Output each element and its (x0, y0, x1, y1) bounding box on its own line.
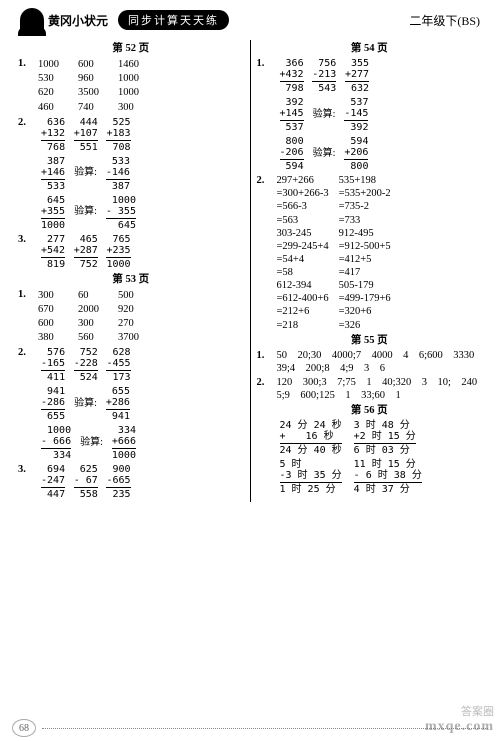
q2-p55: 2. 120 300;3 7;75 1 40;320 3 10; 240 5;9… (257, 376, 483, 402)
calc: 5 时-3 时 35 分1 时 25 分 (280, 459, 342, 495)
calc: 355+277632 (345, 58, 369, 94)
logo-area: 黄冈小状元 同步计算天天练 (20, 8, 229, 32)
check-label: 验算: (74, 206, 97, 219)
calc: 756-213543 (312, 58, 336, 94)
content-area: 第 52 页 1. 10006001460 5309601000 6203500… (0, 36, 500, 502)
q2-p53: 2. 576-165411 752-228524 628-455173 (18, 346, 244, 384)
calc: 941-286655 (41, 386, 65, 422)
q2b2-p53: 1000- 666334 验算: 334+6661000 (18, 424, 244, 462)
calc: 594+206800 (344, 136, 368, 172)
page-title: 第 53 页 (18, 273, 244, 286)
calc: 334+6661000 (112, 425, 136, 461)
r1-p56: 24 分 24 秒+ 16 秒24 分 40 秒 3 时 48 分+2 时 15… (257, 419, 483, 457)
calc: 694-247447 (41, 464, 65, 500)
check-label: 验算: (313, 148, 336, 161)
calc: 392+145537 (280, 97, 304, 133)
calc: 900-665235 (106, 464, 130, 500)
grade-label: 二年级下(BS) (409, 12, 480, 29)
calc: 765+2351000 (106, 234, 130, 270)
check-label: 验算: (74, 167, 97, 180)
q2b-p53: 941-286655 验算: 655+286941 (18, 385, 244, 423)
q-label: 1. (18, 57, 32, 70)
calc: 645+3551000 (41, 195, 65, 231)
calc: 387+146533 (41, 156, 65, 192)
footer-dots (42, 728, 488, 729)
calc: 636+132768 (41, 117, 65, 153)
calc: 24 分 24 秒+ 16 秒24 分 40 秒 (280, 420, 342, 456)
calc: 625- 67558 (74, 464, 98, 500)
right-column: 第 54 页 1. 366+432798 756-213543 355+2776… (251, 40, 489, 502)
calc: 277+542819 (41, 234, 65, 270)
q1-p53: 1. 30060500 6702000920 600300270 3805603… (18, 288, 244, 346)
calc: 537-145392 (344, 97, 368, 133)
page-title: 第 54 页 (257, 42, 483, 55)
page-title: 第 55 页 (257, 334, 483, 347)
q3-p52: 3. 277+542819 465+287752 765+2351000 (18, 233, 244, 271)
calc: 3 时 48 分+2 时 15 分6 时 03 分 (354, 420, 416, 456)
watermark-icon: 答案圈 (461, 703, 494, 719)
page-title: 第 56 页 (257, 404, 483, 417)
watermark-text: mxqe.com (425, 719, 494, 735)
calc: 444+107551 (74, 117, 98, 153)
answer-line: 120 300;3 7;75 1 40;320 3 10; 240 5;9 60… (277, 376, 483, 402)
page-header: 黄冈小状元 同步计算天天练 二年级下(BS) (0, 0, 500, 36)
q1b2-p54: 800-206594 验算: 594+206800 (257, 135, 483, 173)
left-column: 第 52 页 1. 10006001460 5309601000 6203500… (12, 40, 251, 502)
q1-p54: 1. 366+432798 756-213543 355+277632 (257, 57, 483, 95)
calc: 366+432798 (280, 58, 304, 94)
subtitle-pill: 同步计算天天练 (118, 10, 229, 30)
q2-p54: 2. 297+266 =300+266-3 =566-3 =563 303-24… (257, 174, 483, 332)
answer-line: 50 20;30 4000;7 4000 4 6;600 3330 39;4 2… (277, 349, 483, 375)
avatar-icon (20, 8, 44, 32)
q2b2-p52: 645+3551000 验算: 1000- 355645 (18, 194, 244, 232)
q-label: 2. (18, 116, 32, 129)
check-label: 验算: (313, 109, 336, 122)
check-label: 验算: (74, 398, 97, 411)
q3-p53: 3. 694-247447 625- 67558 900-665235 (18, 463, 244, 501)
q-label: 1. (257, 57, 271, 70)
calc: 655+286941 (106, 386, 130, 422)
r2-p56: 5 时-3 时 35 分1 时 25 分 11 时 15 分- 6 时 38 分… (257, 458, 483, 496)
check-label: 验算: (80, 437, 103, 450)
calc: 525+183708 (106, 117, 130, 153)
page-number: 68 (12, 719, 36, 737)
brand-text: 黄冈小状元 (48, 12, 108, 29)
q-label: 3. (18, 233, 32, 246)
page-title: 第 52 页 (18, 42, 244, 55)
calc: 628-455173 (106, 347, 130, 383)
calc: 533-146387 (106, 156, 130, 192)
q1b-p54: 392+145537 验算: 537-145392 (257, 96, 483, 134)
q-label: 1. (257, 349, 271, 362)
q-label: 3. (18, 463, 32, 476)
calc: 465+287752 (74, 234, 98, 270)
q1-p55: 1. 50 20;30 4000;7 4000 4 6;600 3330 39;… (257, 349, 483, 375)
q-label: 2. (257, 174, 271, 187)
calc: 752-228524 (74, 347, 98, 383)
calc: 800-206594 (280, 136, 304, 172)
calc: 1000- 355645 (106, 195, 136, 231)
q-label: 2. (257, 376, 271, 389)
calc: 1000- 666334 (41, 425, 71, 461)
q-label: 1. (18, 288, 32, 301)
calc: 11 时 15 分- 6 时 38 分4 时 37 分 (354, 459, 422, 495)
q2b-p52: 387+146533 验算: 533-146387 (18, 155, 244, 193)
q-label: 2. (18, 346, 32, 359)
q1-p52: 1. 10006001460 5309601000 62035001000 46… (18, 57, 244, 115)
q2-p52: 2. 636+132768 444+107551 525+183708 (18, 116, 244, 154)
calc: 576-165411 (41, 347, 65, 383)
